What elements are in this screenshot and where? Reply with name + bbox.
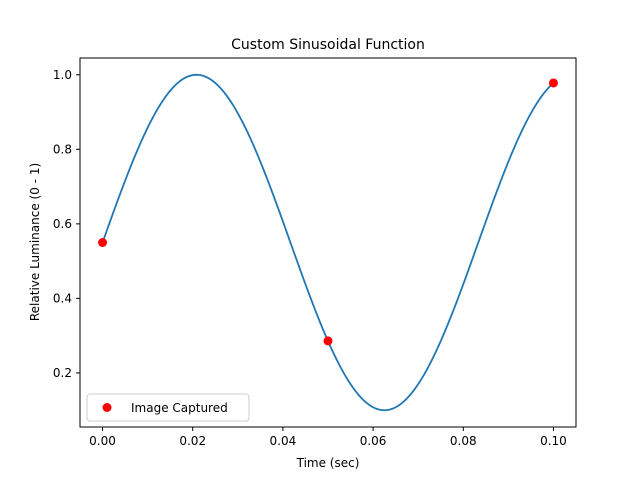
y-axis-label: Relative Luminance (0 - 1) — [28, 163, 42, 321]
legend-label: Image Captured — [131, 401, 228, 415]
x-tick-label: 0.08 — [450, 434, 477, 448]
x-axis-label: Time (sec) — [296, 456, 360, 470]
axes-frame — [79, 57, 577, 428]
x-tick-label: 0.06 — [360, 434, 387, 448]
legend: Image Captured — [86, 393, 250, 422]
x-axis-ticks: 0.00 0.02 0.04 0.06 0.08 0.10 — [89, 427, 567, 448]
y-tick-label: 1.0 — [53, 68, 72, 82]
image-captured-point — [98, 238, 108, 247]
y-axis-ticks: 0.2 0.4 0.6 0.8 1.0 — [53, 68, 80, 380]
x-tick-label: 0.10 — [540, 434, 567, 448]
x-tick-label: 0.04 — [270, 434, 297, 448]
chart-title: Custom Sinusoidal Function — [231, 37, 425, 53]
image-captured-point — [548, 78, 558, 88]
y-tick-label: 0.4 — [53, 291, 72, 305]
image-captured-points — [98, 78, 558, 346]
legend-marker — [102, 403, 112, 412]
y-tick-label: 0.2 — [53, 366, 72, 380]
legend-box — [86, 393, 250, 422]
y-tick-label: 0.8 — [53, 142, 72, 156]
x-tick-label: 0.00 — [89, 434, 116, 448]
image-captured-point — [323, 336, 333, 346]
plot-area — [98, 73, 558, 412]
y-tick-label: 0.6 — [53, 217, 72, 231]
x-tick-label: 0.02 — [179, 434, 206, 448]
